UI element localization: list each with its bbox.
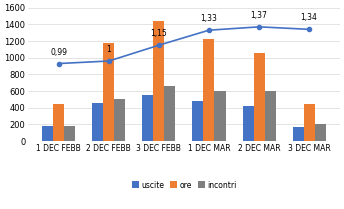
Bar: [254, 53, 265, 141]
Bar: [192, 101, 204, 141]
Bar: [265, 92, 276, 141]
Text: 0,99: 0,99: [50, 48, 67, 57]
Bar: [53, 104, 64, 141]
Bar: [304, 103, 315, 141]
Bar: [243, 106, 254, 141]
Text: 1,34: 1,34: [301, 13, 318, 22]
Bar: [215, 91, 226, 141]
Text: 1,37: 1,37: [251, 11, 268, 20]
Bar: [42, 126, 53, 141]
Text: 1,15: 1,15: [151, 29, 167, 38]
Bar: [114, 99, 125, 141]
Bar: [64, 126, 75, 141]
Legend: uscite, ore, incontri: uscite, ore, incontri: [129, 178, 239, 193]
Bar: [142, 95, 153, 141]
Bar: [92, 103, 103, 141]
Bar: [153, 21, 164, 141]
Text: 1: 1: [106, 45, 111, 54]
Bar: [293, 127, 304, 141]
Bar: [315, 124, 326, 141]
Bar: [164, 87, 175, 141]
Bar: [103, 43, 114, 141]
Bar: [204, 39, 215, 141]
Text: 1,33: 1,33: [201, 14, 217, 23]
